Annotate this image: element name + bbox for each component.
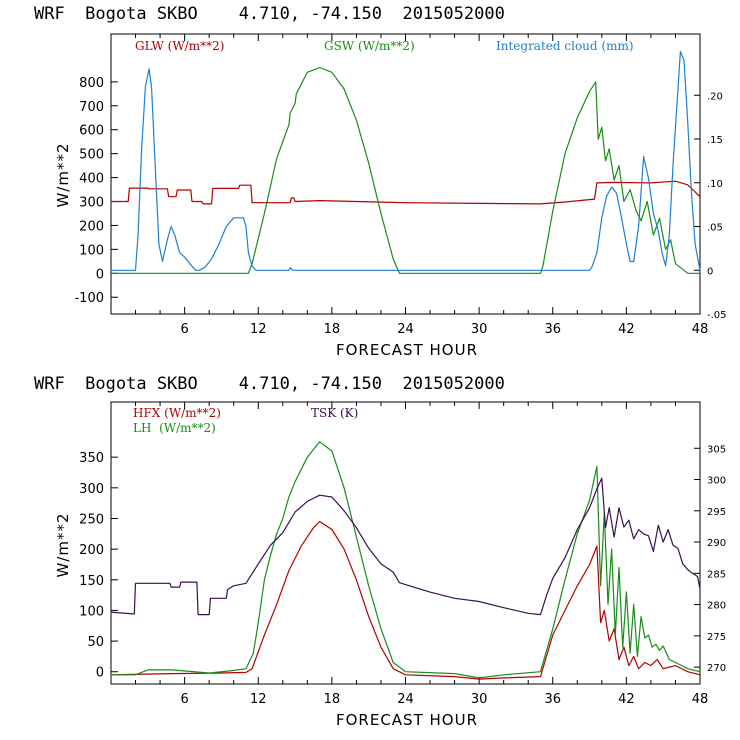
bottom-x-tick-label: 48 xyxy=(692,692,709,707)
top-y-tick-label: -100 xyxy=(74,291,104,306)
bottom-series-tsk xyxy=(110,477,701,616)
bottom-x-tick-label: 24 xyxy=(397,692,414,707)
bottom-legend-hfx: HFX (W/m**2) xyxy=(133,406,221,420)
top-y-tick-label: 500 xyxy=(79,148,104,163)
bottom-y-tick-label: 300 xyxy=(79,482,104,497)
bottom-y2-tick-label: 285 xyxy=(707,569,726,580)
top-x-axis-label: FORECAST HOUR xyxy=(336,341,478,359)
bottom-y2-tick-label: 275 xyxy=(707,632,726,643)
top-y2-tick-label: .15 xyxy=(707,135,723,146)
top-y2-tick-label: .20 xyxy=(707,91,723,102)
top-y-tick-label: 300 xyxy=(79,196,104,211)
bottom-y-tick-label: 100 xyxy=(79,604,104,619)
bottom-y-tick-label: 200 xyxy=(79,543,104,558)
top-y-axis-label: W/m**2 xyxy=(54,142,72,207)
top-x-tick-label: 12 xyxy=(250,322,267,337)
bottom-series-group xyxy=(110,441,701,680)
bottom-x-tick-label: 18 xyxy=(324,692,341,707)
bottom-plot-frame xyxy=(110,401,701,685)
top-series-glw xyxy=(111,180,701,205)
top-y2-tick-label: .10 xyxy=(707,179,723,190)
bottom-y-tick-label: 50 xyxy=(87,635,104,650)
top-axes-ticks: 6 12 18 24 30 36 42 48 -100 0 100 200 300 400 500 600 70… xyxy=(74,34,727,337)
bottom-legend-lh: LH (W/m**2) xyxy=(133,421,216,435)
top-y-tick-label: 200 xyxy=(79,219,104,234)
bottom-series-hfx xyxy=(110,520,701,680)
bottom-x-tick-label: 6 xyxy=(180,692,188,707)
top-y2-tick-label: 0 xyxy=(707,266,713,277)
bottom-y2-tick-label: 270 xyxy=(707,663,726,674)
bottom-series-lh xyxy=(111,441,701,679)
bottom-y2-tick-label: 280 xyxy=(707,601,726,612)
top-x-tick-label: 30 xyxy=(471,322,488,337)
top-legend-cloud: Integrated cloud (mm) xyxy=(496,39,634,53)
bottom-y-axis-label: W/m**2 xyxy=(54,512,72,577)
bottom-y2-tick-label: 305 xyxy=(707,444,726,455)
top-series-group xyxy=(111,50,701,274)
bottom-chart: WRF Bogota SKBO 4.710, -74.150 201505200… xyxy=(34,374,726,729)
top-y-tick-label: 600 xyxy=(79,124,104,139)
top-x-tick-label: 24 xyxy=(397,322,414,337)
top-y-tick-label: 0 xyxy=(96,267,104,282)
bottom-x-tick-label: 12 xyxy=(250,692,267,707)
top-chart-title: WRF Bogota SKBO 4.710, -74.150 201505200… xyxy=(34,4,505,24)
bottom-axes-ticks: 6 12 18 24 30 36 42 48 0 50 100 150 200 250 300 350 270 2… xyxy=(79,402,726,707)
top-x-tick-label: 18 xyxy=(324,322,341,337)
top-y-tick-label: 700 xyxy=(79,100,104,115)
top-x-tick-label: 6 xyxy=(180,322,188,337)
bottom-x-tick-label: 42 xyxy=(618,692,635,707)
bottom-y2-tick-label: 295 xyxy=(707,507,726,518)
bottom-y-tick-label: 0 xyxy=(96,666,104,681)
top-y2-tick-label: -.05 xyxy=(707,310,727,321)
top-series-integrated xyxy=(111,50,701,271)
bottom-x-tick-label: 36 xyxy=(544,692,561,707)
top-legend-glw: GLW (W/m**2) xyxy=(135,39,224,53)
bottom-legend-tsk: TSK (K) xyxy=(311,406,358,420)
top-y2-tick-label: .05 xyxy=(707,223,723,234)
bottom-chart-title: WRF Bogota SKBO 4.710, -74.150 201505200… xyxy=(34,374,505,394)
bottom-x-axis-label: FORECAST HOUR xyxy=(336,711,478,729)
top-y-tick-label: 800 xyxy=(79,76,104,91)
bottom-y-tick-label: 350 xyxy=(79,451,104,466)
top-y-tick-label: 100 xyxy=(79,243,104,258)
top-legend-gsw: GSW (W/m**2) xyxy=(324,39,415,53)
top-series-gsw xyxy=(111,66,700,274)
bottom-y-tick-label: 150 xyxy=(79,574,104,589)
top-y-tick-label: 400 xyxy=(79,172,104,187)
bottom-y-tick-label: 250 xyxy=(79,512,104,527)
top-plot-frame xyxy=(110,33,701,315)
top-x-tick-label: 42 xyxy=(618,322,635,337)
bottom-y2-tick-label: 290 xyxy=(707,538,726,549)
bottom-x-tick-label: 30 xyxy=(471,692,488,707)
top-chart: WRF Bogota SKBO 4.710, -74.150 201505200… xyxy=(34,4,727,359)
bottom-y2-tick-label: 300 xyxy=(707,476,726,487)
top-x-tick-label: 36 xyxy=(544,322,561,337)
top-x-tick-label: 48 xyxy=(692,322,709,337)
